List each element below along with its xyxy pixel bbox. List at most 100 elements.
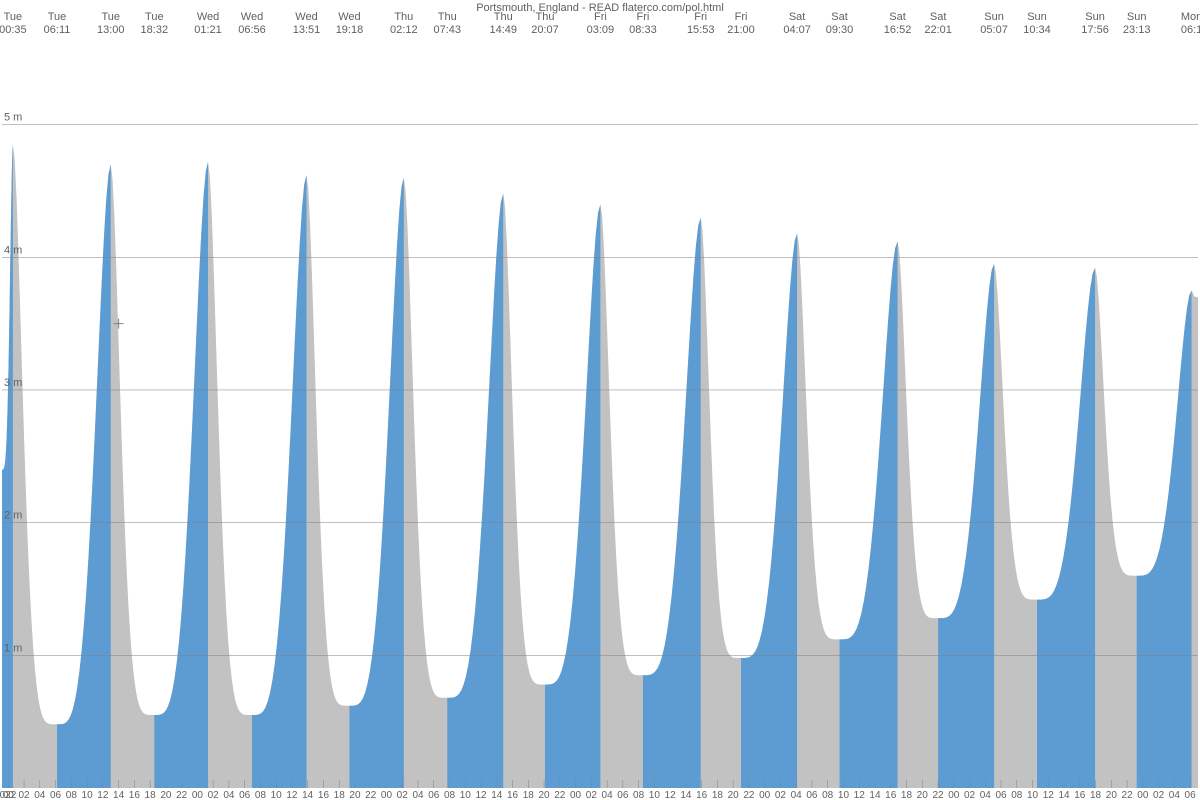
- event-time-label: 07:43: [434, 24, 462, 36]
- x-axis-hour-label: 04: [602, 790, 614, 800]
- x-axis-hour-label: 22: [365, 790, 377, 800]
- x-axis-hour-label: 22: [176, 790, 188, 800]
- event-time-label: 19:18: [336, 24, 364, 36]
- x-axis-hour-label: 16: [129, 790, 141, 800]
- event-time-label: 14:49: [489, 24, 517, 36]
- event-day-label: Tue: [145, 11, 164, 23]
- event-time-label: 01:21: [194, 24, 222, 36]
- event-time-label: 06:56: [238, 24, 266, 36]
- event-day-label: Wed: [197, 11, 219, 23]
- x-axis-hour-label: 04: [1169, 790, 1181, 800]
- x-axis-hour-label: 18: [712, 790, 724, 800]
- x-axis-hour-label: 08: [822, 790, 834, 800]
- x-axis-hour-label: 12: [286, 790, 298, 800]
- event-time-label: 05:07: [980, 24, 1008, 36]
- x-axis-hour-label: 06: [617, 790, 629, 800]
- event-day-label: Sun: [1127, 11, 1147, 23]
- event-day-label: Thu: [394, 11, 413, 23]
- event-day-label: Sun: [1027, 11, 1047, 23]
- event-time-label: 13:00: [97, 24, 125, 36]
- event-time-label: 02:12: [390, 24, 418, 36]
- x-axis-hour-label: 06: [239, 790, 251, 800]
- x-axis-hour-label: 12: [665, 790, 677, 800]
- x-axis-hour-label: 10: [1027, 790, 1039, 800]
- event-day-label: Wed: [295, 11, 317, 23]
- x-axis-hour-label: 00: [381, 790, 393, 800]
- x-axis-hour-label: 02: [397, 790, 409, 800]
- x-axis-hour-label: 00: [3, 790, 15, 800]
- event-time-label: 18:32: [141, 24, 169, 36]
- x-axis-hour-label: 22: [1122, 790, 1134, 800]
- x-axis-hour-label: 10: [649, 790, 661, 800]
- x-axis-hour-label: 20: [538, 790, 550, 800]
- event-day-label: Mon: [1181, 11, 1200, 23]
- x-axis-hour-label: 08: [444, 790, 456, 800]
- x-axis-hour-label: 08: [255, 790, 267, 800]
- x-axis-hour-label: 14: [869, 790, 881, 800]
- x-axis-hour-label: 12: [475, 790, 487, 800]
- x-axis-hour-label: 16: [885, 790, 897, 800]
- event-time-label: 03:09: [587, 24, 615, 36]
- event-day-label: Sun: [1085, 11, 1105, 23]
- x-axis-hour-label: 00: [759, 790, 771, 800]
- x-axis-hour-label: 08: [66, 790, 78, 800]
- x-axis-hour-label: 18: [1090, 790, 1102, 800]
- event-time-label: 06:11: [44, 24, 71, 36]
- y-axis-label: 4 m: [4, 244, 22, 256]
- x-axis-hour-label: 14: [302, 790, 314, 800]
- event-time-label: 10:34: [1023, 24, 1051, 36]
- x-axis-hour-label: 20: [349, 790, 361, 800]
- event-time-label: 15:53: [687, 24, 715, 36]
- x-axis-hour-label: 18: [334, 790, 346, 800]
- event-day-label: Tue: [4, 11, 23, 23]
- event-time-label: 21:00: [727, 24, 755, 36]
- event-day-label: Sun: [984, 11, 1004, 23]
- x-axis-hour-label: 20: [1106, 790, 1118, 800]
- x-axis-hour-label: 08: [633, 790, 645, 800]
- event-day-label: Sat: [789, 11, 806, 23]
- event-time-label: 22:01: [924, 24, 952, 36]
- x-axis-hour-label: 06: [428, 790, 440, 800]
- event-day-label: Sat: [889, 11, 906, 23]
- x-axis-hour-label: 18: [523, 790, 535, 800]
- event-time-label: 23:13: [1123, 24, 1151, 36]
- x-axis-hour-label: 00: [570, 790, 582, 800]
- y-axis-label: 3 m: [4, 377, 22, 389]
- event-time-label: 17:56: [1081, 24, 1109, 36]
- x-axis-hour-label: 14: [491, 790, 503, 800]
- x-axis-hour-label: 16: [318, 790, 330, 800]
- event-time-label: 04:07: [783, 24, 811, 36]
- event-day-label: Thu: [438, 11, 457, 23]
- x-axis-hour-label: 04: [34, 790, 46, 800]
- x-axis-hour-label: 04: [980, 790, 992, 800]
- x-axis-hour-label: 02: [586, 790, 598, 800]
- chart-title: Portsmouth, England - READ flaterco.com/…: [476, 2, 724, 14]
- x-axis-hour-label: 16: [507, 790, 519, 800]
- x-axis-hour-label: 20: [728, 790, 740, 800]
- x-axis-hour-label: 22: [743, 790, 755, 800]
- x-axis-hour-label: 06: [1185, 790, 1197, 800]
- x-axis-hour-label: 16: [696, 790, 708, 800]
- x-axis-hour-label: 00: [192, 790, 204, 800]
- y-axis-label: 5 m: [4, 112, 22, 124]
- event-day-label: Sat: [831, 11, 848, 23]
- x-axis-hour-label: 10: [82, 790, 94, 800]
- x-axis-hour-label: 06: [50, 790, 62, 800]
- event-time-label: 16:52: [884, 24, 912, 36]
- x-axis-hour-label: 08: [1011, 790, 1023, 800]
- event-time-label: 06:1: [1181, 24, 1200, 36]
- x-axis-hour-label: 12: [854, 790, 866, 800]
- event-day-label: Sat: [930, 11, 947, 23]
- event-day-label: Tue: [101, 11, 120, 23]
- event-day-label: Fri: [735, 11, 748, 23]
- x-axis-hour-label: 10: [271, 790, 283, 800]
- x-axis-hour-label: 18: [901, 790, 913, 800]
- y-axis-label: 2 m: [4, 510, 22, 522]
- x-axis-hour-label: 12: [97, 790, 109, 800]
- x-axis-hour-label: 02: [1153, 790, 1165, 800]
- event-day-label: Wed: [241, 11, 263, 23]
- event-time-label: 00:35: [0, 24, 27, 36]
- event-time-label: 08:33: [629, 24, 657, 36]
- x-axis-hour-label: 02: [208, 790, 220, 800]
- x-axis-hour-label: 20: [160, 790, 172, 800]
